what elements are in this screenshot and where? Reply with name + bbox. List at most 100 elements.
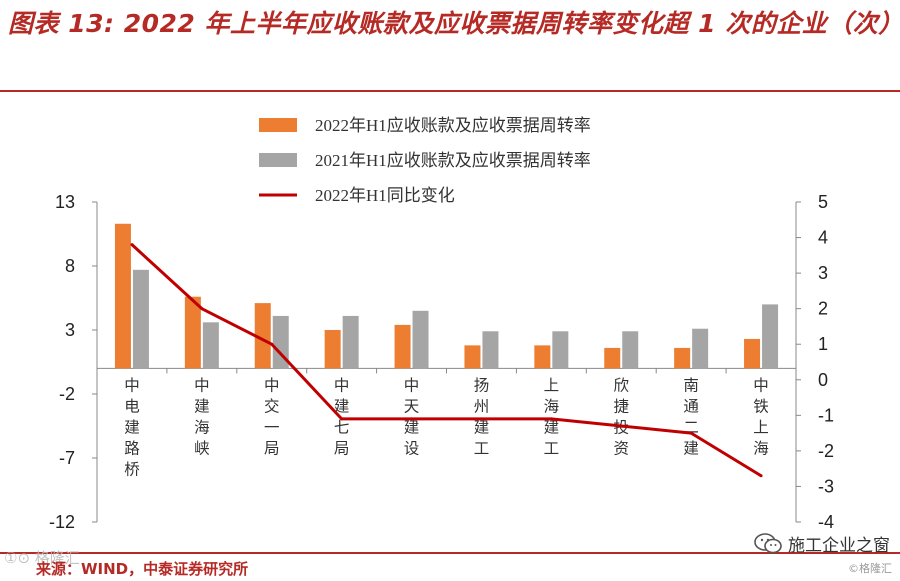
line-point bbox=[479, 417, 483, 421]
footer-divider bbox=[0, 552, 900, 554]
legend-swatch-2021 bbox=[259, 153, 297, 167]
category-label: 建 bbox=[404, 418, 420, 436]
line-point bbox=[340, 417, 344, 421]
line-point bbox=[200, 307, 204, 311]
account-badge: 施工企业之窗 bbox=[754, 531, 890, 556]
category-label: 一 bbox=[264, 418, 280, 436]
category-label: 天 bbox=[404, 397, 420, 415]
left-tick-label: -12 bbox=[49, 512, 75, 532]
bar-2021 bbox=[762, 304, 779, 369]
right-tick-label: -3 bbox=[818, 476, 834, 496]
category-label: 建 bbox=[334, 397, 350, 415]
legend-label: 2022年H1同比变化 bbox=[315, 186, 455, 205]
bar-2021 bbox=[552, 331, 569, 369]
category-label: 通 bbox=[683, 397, 699, 415]
right-tick-label: -1 bbox=[818, 405, 834, 425]
account-name: 施工企业之窗 bbox=[788, 536, 890, 556]
category-label: 扬 bbox=[474, 376, 490, 394]
right-tick-label: 1 bbox=[818, 334, 828, 354]
category-label: 建 bbox=[683, 439, 699, 457]
category-label: 中 bbox=[753, 376, 769, 394]
bar-2021 bbox=[342, 315, 359, 369]
category-label: 中 bbox=[264, 376, 280, 394]
bar-2021 bbox=[202, 322, 219, 369]
category-label: 建 bbox=[474, 418, 490, 436]
category-label: 桥 bbox=[124, 460, 140, 478]
line-point bbox=[759, 474, 763, 478]
title-divider bbox=[0, 90, 900, 92]
category-label: 欣 bbox=[613, 376, 629, 394]
bar-2021 bbox=[132, 269, 149, 369]
legend-label: 2022年H1应收账款及应收票据周转率 bbox=[315, 116, 591, 135]
corner-watermark: ©格隆汇 bbox=[848, 562, 892, 575]
right-tick-label: 5 bbox=[818, 192, 828, 212]
category-label: 海 bbox=[194, 418, 210, 436]
legend-label: 2021年H1应收账款及应收票据周转率 bbox=[315, 151, 591, 170]
right-tick-label: 4 bbox=[818, 228, 828, 248]
category-label: 工 bbox=[474, 439, 490, 457]
category-label: 中 bbox=[194, 376, 210, 394]
bar-2021 bbox=[272, 315, 289, 369]
category-label: 工 bbox=[544, 439, 560, 457]
bar-2021 bbox=[622, 331, 639, 369]
line-point bbox=[410, 417, 414, 421]
category-label: 七 bbox=[334, 418, 350, 436]
bar-2022 bbox=[324, 330, 341, 369]
category-label: 上 bbox=[753, 418, 769, 436]
right-tick-label: -2 bbox=[818, 441, 834, 461]
category-label: 局 bbox=[334, 439, 350, 457]
left-tick-label: 13 bbox=[55, 192, 75, 212]
line-point bbox=[549, 417, 553, 421]
left-tick-label: 8 bbox=[65, 256, 75, 276]
category-label: 建 bbox=[194, 397, 210, 415]
bar-2022 bbox=[464, 345, 481, 369]
bar-2022 bbox=[534, 345, 551, 369]
watermark: ①⊙ 格隆汇 bbox=[4, 549, 80, 567]
right-tick-label: 2 bbox=[818, 299, 828, 319]
category-label: 局 bbox=[264, 439, 280, 457]
category-label: 中 bbox=[124, 376, 140, 394]
category-label: 中 bbox=[404, 376, 420, 394]
category-label: 资 bbox=[613, 439, 629, 457]
category-label: 海 bbox=[544, 397, 560, 415]
bar-2022 bbox=[674, 347, 691, 369]
bar-2022 bbox=[394, 324, 411, 369]
category-label: 铁 bbox=[753, 397, 769, 415]
right-tick-label: 0 bbox=[818, 370, 828, 390]
chart-title: 图表 13: 2022 年上半年应收账款及应收票据周转率变化超 1 次的企业（次… bbox=[8, 9, 900, 38]
source-note: 来源：WIND，中泰证券研究所 bbox=[36, 560, 249, 578]
bar-2022 bbox=[604, 347, 621, 369]
category-label: 海 bbox=[753, 439, 769, 457]
category-label: 中 bbox=[334, 376, 350, 394]
left-tick-label: 3 bbox=[65, 320, 75, 340]
line-point bbox=[130, 243, 134, 247]
bar-2022 bbox=[184, 296, 201, 369]
category-label: 南 bbox=[683, 376, 699, 394]
category-label: 建 bbox=[544, 418, 560, 436]
bar-2022 bbox=[114, 223, 131, 369]
bar-2021 bbox=[412, 310, 429, 369]
legend-swatch-2022 bbox=[259, 118, 297, 132]
bar-2022 bbox=[254, 303, 271, 369]
wechat-icon bbox=[754, 532, 782, 555]
category-label: 设 bbox=[404, 439, 420, 457]
right-tick-label: 3 bbox=[818, 263, 828, 283]
line-point bbox=[270, 342, 274, 346]
category-label: 上 bbox=[544, 376, 560, 394]
left-tick-label: -2 bbox=[59, 384, 75, 404]
category-label: 峡 bbox=[194, 439, 210, 457]
left-tick-label: -7 bbox=[59, 448, 75, 468]
line-point bbox=[619, 424, 623, 428]
bar-2022 bbox=[744, 338, 761, 369]
combo-chart: 1383-2-7-12543210-1-2-3-4中电建路桥中建海峡中交一局中建… bbox=[49, 116, 834, 532]
bar-2021 bbox=[692, 328, 709, 369]
category-label: 路 bbox=[124, 439, 140, 457]
category-label: 电 bbox=[124, 397, 140, 415]
line-point bbox=[689, 431, 693, 435]
category-label: 捷 bbox=[613, 397, 629, 415]
right-tick-label: -4 bbox=[818, 512, 834, 532]
line-yoy-change bbox=[130, 243, 762, 478]
category-label: 建 bbox=[124, 418, 140, 436]
bar-2021 bbox=[482, 331, 499, 369]
category-label: 州 bbox=[474, 397, 490, 415]
